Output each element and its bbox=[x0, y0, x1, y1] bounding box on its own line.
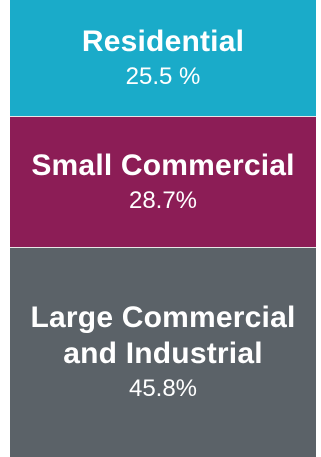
stacked-share-chart: Residential 25.5 % Small Commercial 28.7% La… bbox=[10, 0, 316, 457]
segment-residential: Residential 25.5 % bbox=[10, 0, 316, 117]
segment-small-commercial: Small Commercial 28.7% bbox=[10, 116, 316, 248]
segment-value-label: 45.8% bbox=[128, 375, 198, 403]
segment-value-label: 28.7% bbox=[128, 187, 198, 215]
segment-value-label: 25.5 % bbox=[125, 63, 201, 91]
segment-label: Residential bbox=[81, 25, 245, 59]
segment-label: Small Commercial bbox=[31, 149, 295, 183]
segment-large-commercial-industrial: Large Commercial and Industrial 45.8% bbox=[10, 247, 316, 457]
segment-label: Large Commercial and Industrial bbox=[30, 301, 296, 371]
